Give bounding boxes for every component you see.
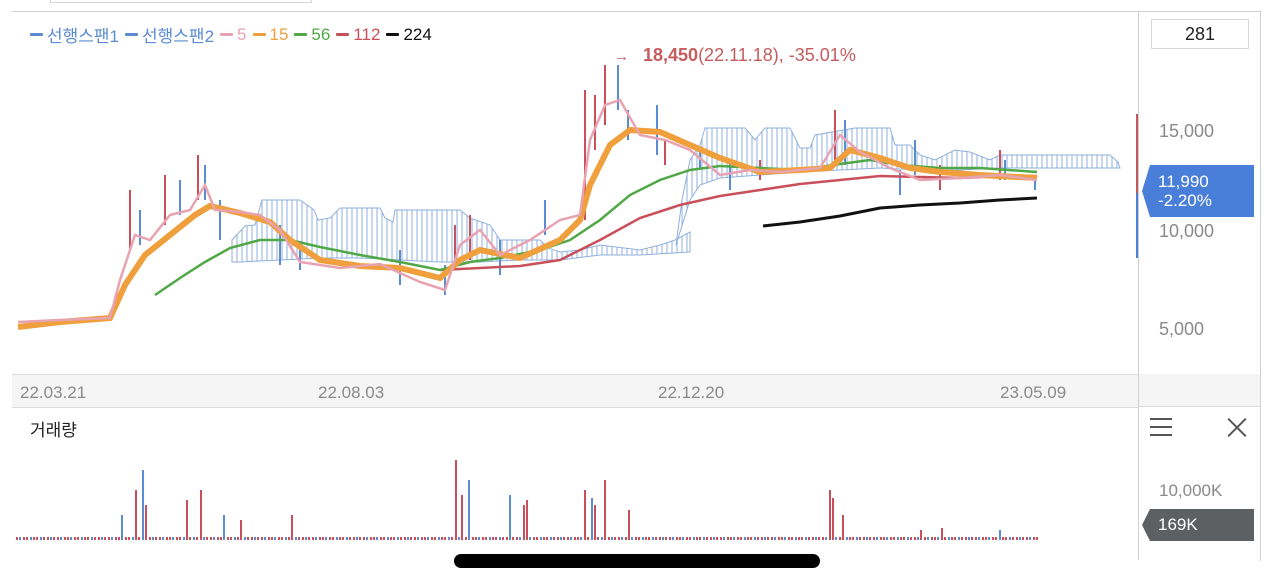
- x-axis[interactable]: 22.03.21 22.08.03 22.12.20 23.05.09: [12, 374, 1138, 408]
- ma15-line: [17, 126, 1038, 330]
- legend-label: 224: [403, 24, 432, 44]
- ichimoku-cloud: [231, 127, 1121, 263]
- x-tick: 22.08.03: [318, 383, 385, 402]
- close-icon[interactable]: [1226, 416, 1248, 438]
- legend-item-span1[interactable]: 선행스팬1: [30, 22, 119, 47]
- period-count-box[interactable]: 281: [1151, 19, 1249, 49]
- home-indicator: [454, 554, 820, 568]
- top-search-input[interactable]: [50, 0, 312, 3]
- legend-item-ma224[interactable]: 224: [386, 24, 432, 45]
- volume-panel-title: 거래량: [30, 421, 77, 440]
- ma112-line: [439, 174, 1037, 272]
- legend-swatch: [30, 33, 43, 36]
- ma5-line: [17, 98, 1038, 324]
- ma224-line: [762, 196, 1038, 228]
- legend-label: 선행스팬2: [142, 27, 215, 46]
- price-range-bar-up: [1136, 114, 1138, 193]
- peak-detail: (22.11.18), -35.01%: [698, 45, 856, 65]
- current-volume-tag: 169K: [1142, 509, 1254, 541]
- y-tick-10000: 10,000: [1159, 221, 1215, 241]
- legend-label: 선행스팬1: [47, 27, 120, 46]
- chart-legend: 선행스팬1 선행스팬2 5 15 56 112 224: [30, 22, 432, 47]
- x-tick: 22.03.21: [20, 383, 87, 402]
- price-chart-plot[interactable]: [12, 12, 1138, 374]
- current-price-tag: 11,990 -2.20%: [1142, 165, 1254, 217]
- y-tick-15000: 15,000: [1159, 121, 1215, 141]
- x-tick: 23.05.09: [1000, 383, 1067, 402]
- x-tick: 22.12.20: [658, 383, 725, 402]
- legend-label: 5: [237, 24, 247, 44]
- legend-item-ma5[interactable]: 5: [220, 24, 247, 45]
- peak-price: 18,450: [643, 45, 699, 65]
- legend-swatch: [220, 33, 234, 36]
- axis-divider: [1138, 11, 1139, 560]
- volume-y-tick: 10,000K: [1159, 481, 1223, 500]
- legend-label: 15: [269, 24, 289, 44]
- current-price: 11,990: [1158, 172, 1209, 191]
- price-range-bar-down: [1136, 193, 1138, 258]
- legend-label: 56: [311, 24, 331, 44]
- peak-annotation: → 18,450(22.11.18), -35.01%: [614, 45, 856, 66]
- legend-swatch: [125, 33, 139, 36]
- legend-item-ma56[interactable]: 56: [294, 25, 330, 45]
- legend-swatch: [336, 33, 350, 36]
- ma56-line: [154, 158, 1038, 297]
- legend-swatch: [294, 33, 308, 36]
- x-axis-corner: [1139, 374, 1260, 407]
- legend-item-span2[interactable]: 선행스팬2: [125, 22, 214, 47]
- legend-swatch: [252, 33, 266, 36]
- volume-bars: [16, 460, 1038, 540]
- hamburger-menu-icon[interactable]: [1150, 418, 1172, 436]
- volume-chart-plot[interactable]: [12, 430, 1138, 540]
- current-volume: 169K: [1158, 515, 1198, 534]
- current-change: -2.20%: [1158, 191, 1212, 210]
- legend-swatch: [386, 33, 400, 36]
- legend-item-ma112[interactable]: 112: [336, 25, 380, 45]
- arrow-right-icon: →: [614, 48, 629, 65]
- legend-label: 112: [353, 24, 381, 44]
- y-tick-5000: 5,000: [1159, 319, 1205, 339]
- legend-item-ma15[interactable]: 15: [252, 24, 289, 45]
- chart-frame: [12, 11, 1261, 561]
